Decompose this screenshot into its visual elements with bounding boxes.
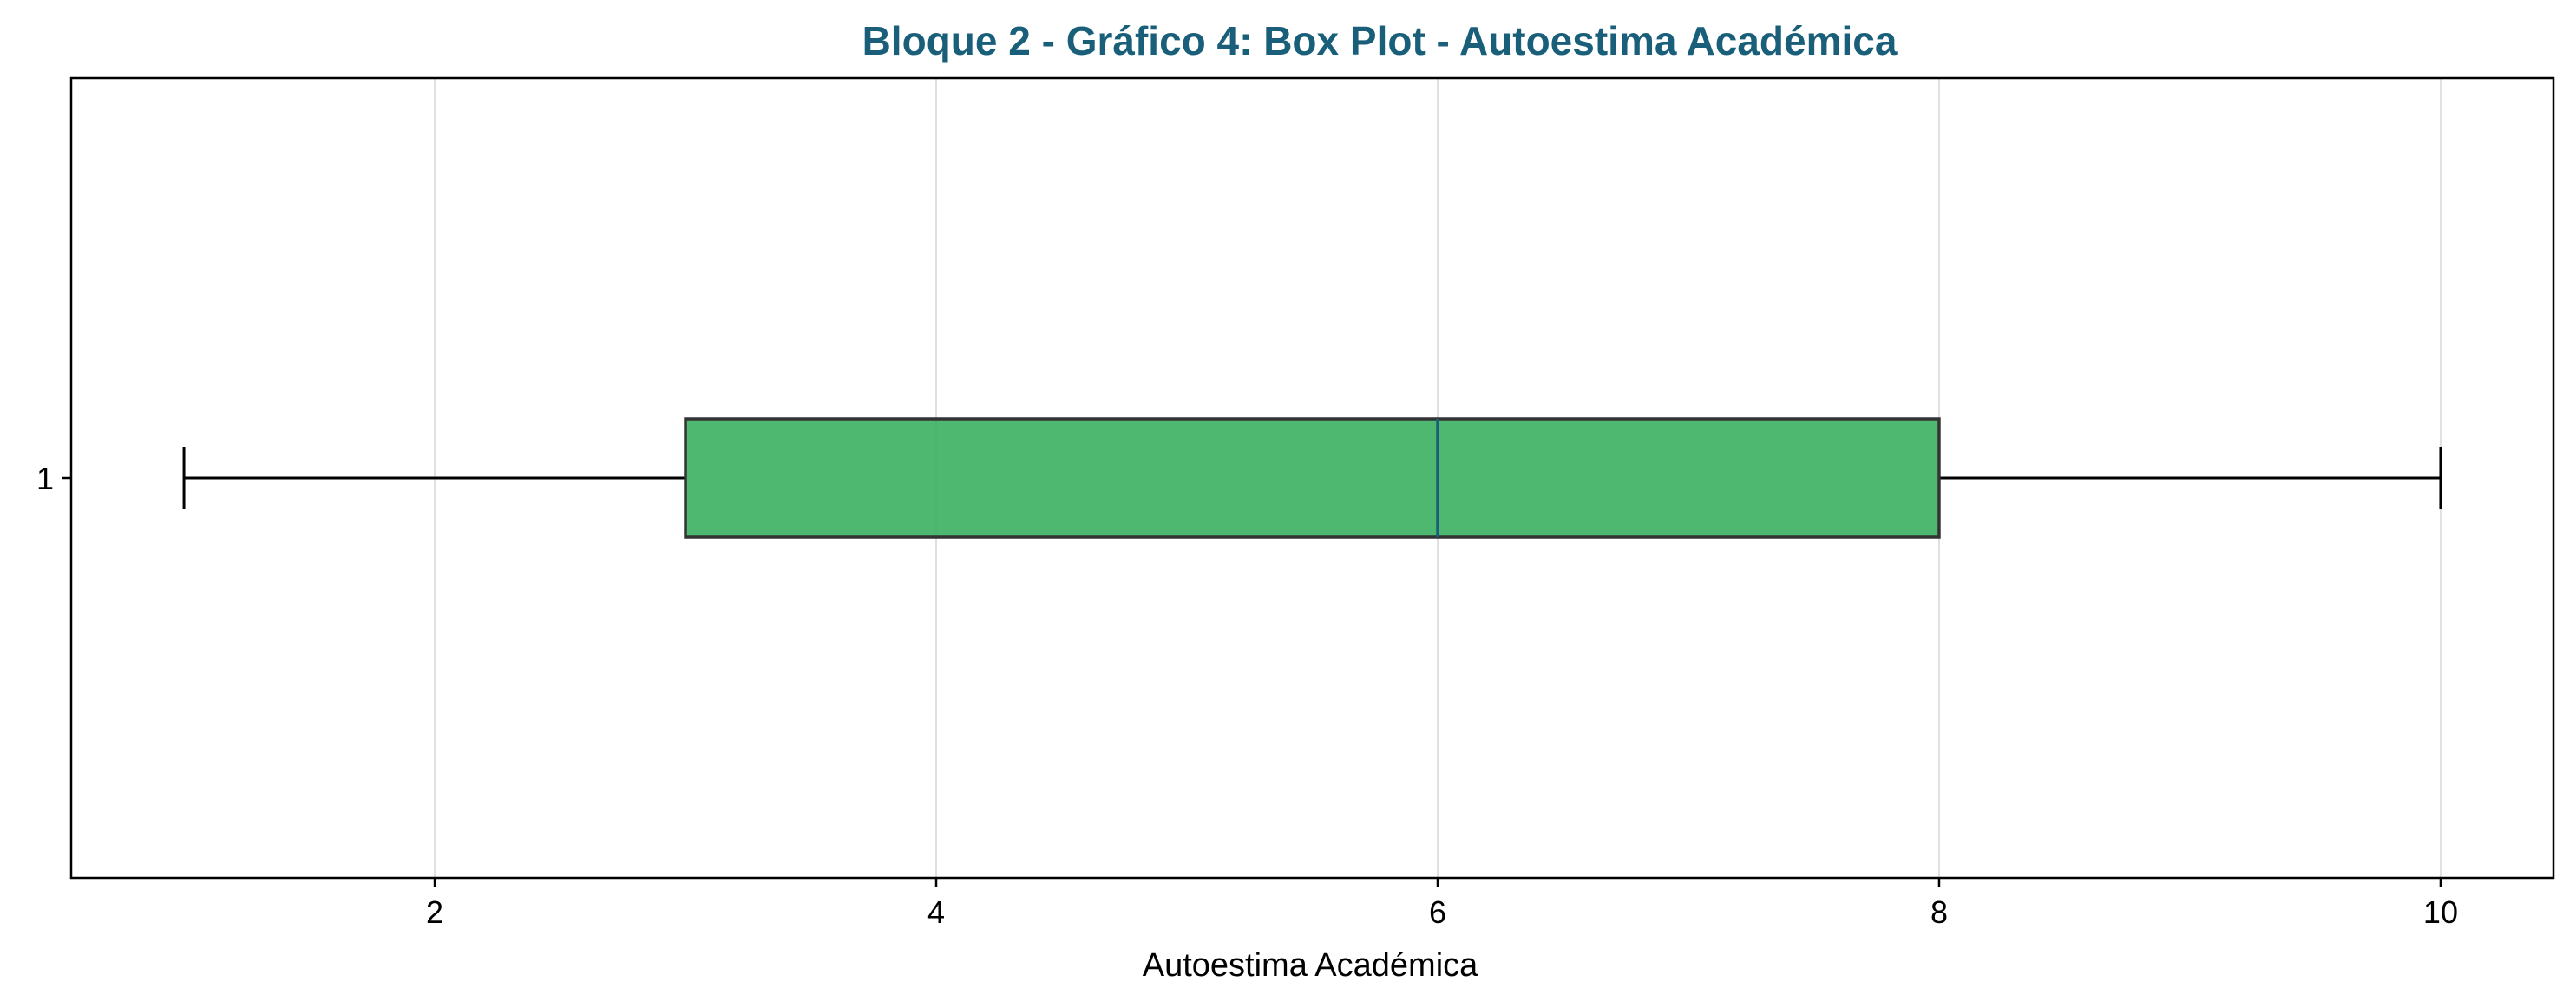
box-iqr xyxy=(684,417,1941,539)
x-axis-label: Autoestima Académica xyxy=(1143,947,1478,984)
x-tick-label-10: 10 xyxy=(2423,894,2458,930)
x-tick-label-4: 4 xyxy=(927,894,945,930)
chart-title: Bloque 2 - Gráfico 4: Box Plot - Autoest… xyxy=(862,18,1898,63)
box-plot-series xyxy=(182,417,2442,539)
x-tick-label-8: 8 xyxy=(1930,894,1948,930)
y-axis-ticks: 1 xyxy=(36,461,71,496)
x-tick-label-2: 2 xyxy=(426,894,443,930)
y-tick-label-1: 1 xyxy=(36,461,54,496)
x-axis-ticks: 2 4 6 8 10 xyxy=(426,878,2458,930)
x-tick-label-6: 6 xyxy=(1429,894,1446,930)
box-group-1 xyxy=(182,417,2442,539)
